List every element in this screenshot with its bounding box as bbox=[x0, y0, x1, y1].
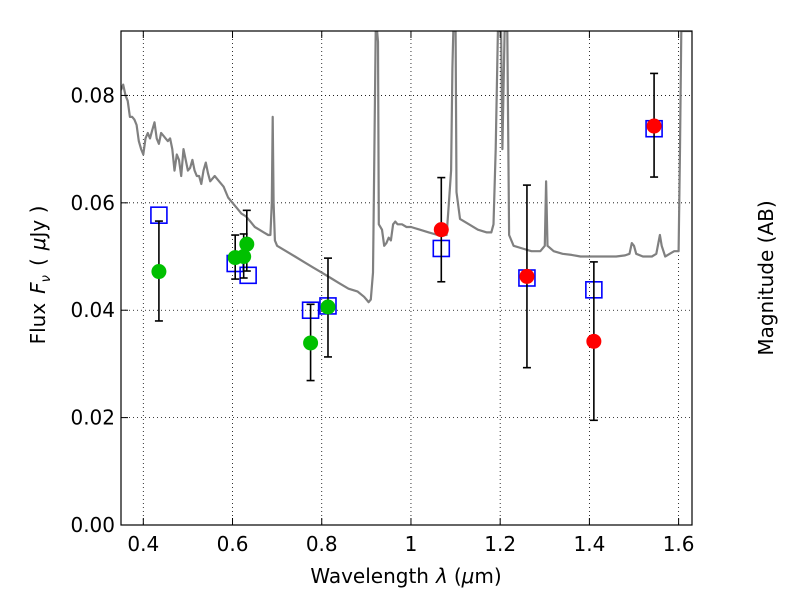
x-tick-label: 1 bbox=[405, 532, 418, 556]
model-spectrum-line bbox=[121, 31, 692, 304]
y-axis-label-subscript: ν bbox=[39, 275, 54, 282]
model-photometry-square bbox=[239, 266, 257, 285]
plot-area bbox=[121, 31, 692, 422]
y-axis-label-unit-mu: μ bbox=[26, 238, 50, 252]
axes: 0.40.60.811.21.41.60.000.020.040.060.082… bbox=[70, 31, 695, 556]
x-axis-label-text: Wavelength bbox=[310, 564, 429, 588]
y-axis-label-text: Flux bbox=[26, 303, 50, 345]
y-axis-label: Flux Fν ( μJy ) bbox=[26, 206, 54, 345]
y-axis-label-unit-rest: Jy ) bbox=[26, 206, 50, 240]
plot-background bbox=[121, 31, 692, 525]
x-tick-label: 1.2 bbox=[484, 532, 516, 556]
x-axis-label-symbol: λ bbox=[435, 564, 448, 588]
x-tick-label: 1.4 bbox=[573, 532, 605, 556]
observed-point-red bbox=[433, 222, 449, 238]
observed-point-red bbox=[519, 268, 535, 284]
plot-frame bbox=[120, 30, 693, 526]
y-tick-label: 0.06 bbox=[70, 191, 115, 215]
x-tick-label: 1.6 bbox=[663, 532, 695, 556]
observed-point-green bbox=[151, 264, 167, 280]
x-axis-label-unit-rest: m) bbox=[474, 564, 501, 588]
y-tick-label: 0.04 bbox=[70, 298, 115, 322]
x-axis-label-unit-mu: μ bbox=[461, 564, 475, 588]
y-axis-label-symbol: F bbox=[26, 282, 50, 294]
observed-point-green bbox=[239, 236, 255, 252]
x-axis-label-unit-open: ( bbox=[454, 564, 462, 588]
x-axis-label: Wavelength λ (μm) bbox=[310, 564, 501, 588]
observed-point-green bbox=[303, 335, 319, 351]
x-tick-label: 0.4 bbox=[127, 532, 159, 556]
y-tick-label: 0.02 bbox=[70, 406, 115, 430]
y-tick-label: 0.08 bbox=[70, 83, 115, 107]
y2-axis-label: Magnitude (AB) bbox=[754, 200, 778, 355]
observed-point-green bbox=[236, 249, 252, 265]
y-axis-label-unit-open: ( bbox=[26, 258, 50, 266]
y-tick-label: 0.00 bbox=[70, 513, 115, 537]
x-tick-label: 0.6 bbox=[217, 532, 249, 556]
observed-point-red bbox=[586, 333, 602, 349]
x-tick-label: 0.8 bbox=[306, 532, 338, 556]
observed-point-green bbox=[320, 299, 336, 315]
observed-point-red bbox=[646, 118, 662, 134]
